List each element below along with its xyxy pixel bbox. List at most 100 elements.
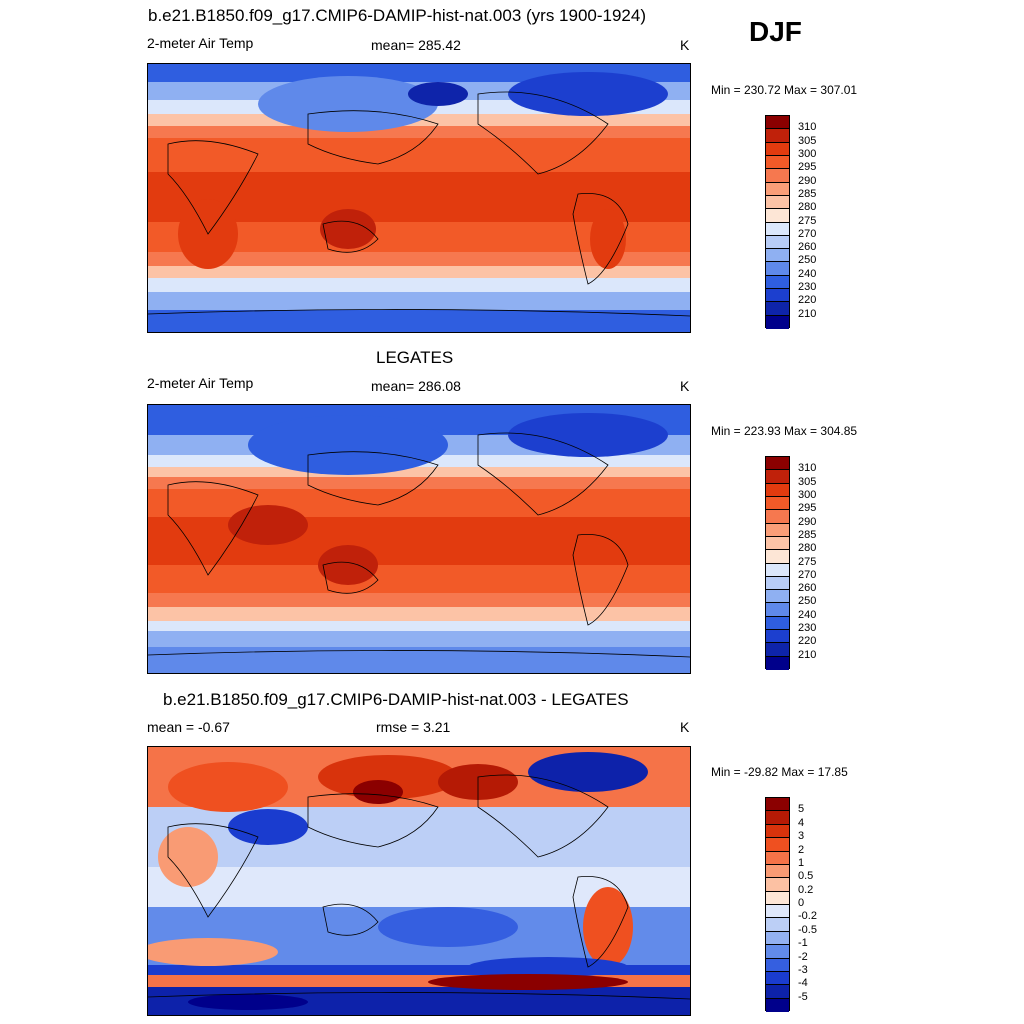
panel3-colorbar-swatch <box>766 838 789 852</box>
panel1-mean-label: mean= 285.42 <box>371 37 461 53</box>
panel3-colorbar-swatch <box>766 811 789 825</box>
panel3-colorbar-swatch <box>766 918 789 932</box>
panel3-colorbar-tick-label: 0 <box>798 897 805 909</box>
panel1-colorbar-tick-label: 270 <box>798 227 817 240</box>
panel2-colorbar-swatch <box>766 550 789 564</box>
panel3-map <box>147 746 691 1016</box>
panel2-colorbar-swatch <box>766 590 789 604</box>
panel2-mean-label: mean= 286.08 <box>371 378 461 394</box>
panel1-colorbar <box>765 115 790 329</box>
panel1-colorbar-swatch <box>766 182 789 196</box>
panel3-colorbar-tick-label: -1 <box>798 937 808 950</box>
panel2-colorbar-swatch <box>766 536 789 551</box>
panel2-colorbar-tick-label: 295 <box>798 502 817 515</box>
season-label: DJF <box>749 16 802 47</box>
panel1-colorbar-tick-label: 240 <box>798 267 817 280</box>
panel3-mean-label: mean = -0.67 <box>147 719 230 735</box>
panel1-map <box>147 63 691 333</box>
panel3-colorbar-swatch <box>766 998 789 1012</box>
panel3-colorbar-tick-label: 4 <box>798 816 805 829</box>
panel1-title: b.e21.B1850.f09_g17.CMIP6-DAMIP-hist-nat… <box>148 6 646 25</box>
panel3-colorbar-tick-label: -0.2 <box>798 910 817 923</box>
panel2-colorbar-swatch <box>766 656 789 670</box>
panel1-colorbar-swatch <box>766 275 789 290</box>
panel2-colorbar-tick-label: 210 <box>798 648 817 661</box>
panel2-colorbar-tick-label: 260 <box>798 582 817 595</box>
panel2-colorbar-tick-label: 230 <box>798 622 817 635</box>
panel1-colorbar-tick-label: 310 <box>798 121 817 134</box>
panel3-colorbar-swatch <box>766 931 789 946</box>
panel3-colorbar-tick-label: 3 <box>798 830 805 843</box>
panel3-units: K <box>680 719 690 735</box>
panel3-colorbar-tick-label: 1 <box>798 856 805 869</box>
panel1-colorbar-tick-label: 295 <box>798 161 817 174</box>
panel2-variable-label: 2-meter Air Temp <box>147 375 254 391</box>
panel2-colorbar-swatch <box>766 510 789 524</box>
panel1-units: K <box>680 37 690 53</box>
panel2-colorbar-tick-label: 275 <box>798 555 817 568</box>
panel2-colorbar-tick-label: 285 <box>798 528 817 541</box>
panel1-colorbar-tick-label: 250 <box>798 254 817 267</box>
panel1-colorbar-swatch <box>766 249 789 263</box>
panel3-colorbar-swatch <box>766 878 789 892</box>
panel2-colorbar-tick-label: 220 <box>798 635 817 648</box>
panel1-colorbar-tick-label: 220 <box>798 294 817 307</box>
panel2-colorbar-tick-label: 310 <box>798 462 817 475</box>
panel2-colorbar-swatch <box>766 523 789 537</box>
panel3-colorbar-swatch <box>766 905 789 919</box>
panel1-colorbar-swatch <box>766 302 789 316</box>
panel2-colorbar-tick-label: 270 <box>798 568 817 581</box>
panel1-colorbar-tick-label: 230 <box>798 281 817 294</box>
panel2-colorbar-swatch <box>766 563 789 577</box>
panel3-colorbar <box>765 797 790 1012</box>
panel1-colorbar-swatch <box>766 195 789 210</box>
panel3-colorbar-swatch <box>766 958 789 972</box>
panel3-map-field <box>148 747 690 1015</box>
panel2-colorbar-swatch <box>766 496 789 511</box>
panel2-colorbar-tick-label: 240 <box>798 608 817 621</box>
panel2-colorbar-tick-label: 300 <box>798 488 817 501</box>
panel2-minmax: Min = 223.93 Max = 304.85 <box>711 424 858 438</box>
panel2-colorbar <box>765 456 790 670</box>
panel3-title: b.e21.B1850.f09_g17.CMIP6-DAMIP-hist-nat… <box>163 690 629 709</box>
panel1-variable-label: 2-meter Air Temp <box>147 35 254 51</box>
panel2-map <box>147 404 691 674</box>
panel2-title: LEGATES <box>376 348 454 367</box>
panel1-colorbar-swatch <box>766 116 789 130</box>
panel3-rmse-label: rmse = 3.21 <box>376 719 451 735</box>
panel2-colorbar-tick-label: 290 <box>798 515 817 528</box>
panel1-colorbar-swatch <box>766 235 789 250</box>
panel3-colorbar-swatch <box>766 985 789 999</box>
panel2-colorbar-swatch <box>766 483 789 497</box>
panel1-colorbar-tick-label: 290 <box>798 174 817 187</box>
panel3-colorbar-tick-label: -4 <box>798 977 808 990</box>
panel1-map-field <box>148 64 690 332</box>
panel2-units: K <box>680 378 690 394</box>
panel3-colorbar-tick-label: -0.5 <box>798 923 817 936</box>
panel3-colorbar-swatch <box>766 824 789 839</box>
panel2-colorbar-swatch <box>766 576 789 591</box>
panel3-colorbar-swatch <box>766 864 789 879</box>
panel3-colorbar-tick-label: 0.2 <box>798 883 814 896</box>
panel3-colorbar-tick-label: -5 <box>798 990 808 1003</box>
panel1-colorbar-swatch <box>766 262 789 276</box>
panel1-colorbar-swatch <box>766 142 789 156</box>
panel3-colorbar-tick-label: 2 <box>798 843 805 856</box>
panel2-colorbar-tick-label: 280 <box>798 542 817 555</box>
panel2-colorbar-swatch <box>766 630 789 644</box>
panel1-colorbar-swatch <box>766 315 789 329</box>
panel1-colorbar-tick-label: 260 <box>798 241 817 254</box>
panel2-colorbar-swatch <box>766 616 789 631</box>
panel1-colorbar-tick-label: 285 <box>798 187 817 200</box>
panel1-colorbar-swatch <box>766 155 789 170</box>
panel2-colorbar-swatch <box>766 603 789 617</box>
panel1-colorbar-swatch <box>766 209 789 223</box>
panel1-colorbar-tick-label: 300 <box>798 147 817 160</box>
panel2-colorbar-swatch <box>766 470 789 484</box>
panel1-colorbar-tick-label: 210 <box>798 307 817 320</box>
panel2-colorbar-swatch <box>766 457 789 471</box>
panel1-colorbar-tick-label: 280 <box>798 201 817 214</box>
panel1-colorbar-tick-label: 275 <box>798 214 817 227</box>
panel3-colorbar-tick-label: -2 <box>798 950 808 963</box>
panel3-colorbar-swatch <box>766 945 789 959</box>
